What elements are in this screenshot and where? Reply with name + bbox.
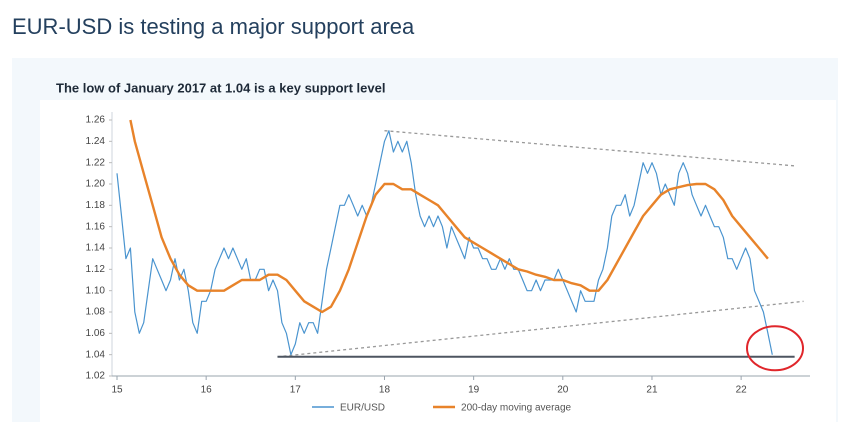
legend-label: 200-day moving average: [461, 403, 572, 414]
x-tick-label: 21: [646, 385, 658, 396]
y-tick-label: 1.24: [86, 136, 106, 147]
y-tick-label: 1.02: [86, 371, 106, 382]
y-tick-label: 1.18: [86, 200, 106, 211]
x-tick-label: 16: [201, 385, 213, 396]
series-line: [116, 130, 773, 356]
x-tick-label: 18: [379, 385, 391, 396]
y-tick-label: 1.10: [86, 285, 106, 296]
y-tick-label: 1.12: [86, 264, 106, 275]
legend-label: EUR/USD: [340, 403, 385, 414]
reference-line: [277, 300, 804, 358]
plot-panel: [40, 100, 836, 422]
y-tick-label: 1.20: [86, 179, 106, 190]
y-tick-label: 1.06: [86, 328, 106, 339]
x-tick-label: 22: [736, 385, 748, 396]
y-tick-label: 1.22: [86, 157, 106, 168]
x-tick-label: 19: [468, 385, 480, 396]
x-tick-label: 20: [557, 385, 569, 396]
y-tick-label: 1.16: [86, 221, 106, 232]
series-line: [129, 119, 769, 314]
reference-line: [384, 130, 795, 167]
y-tick-label: 1.26: [86, 115, 106, 126]
x-tick-label: 17: [290, 385, 302, 396]
x-tick-label: 15: [111, 385, 123, 396]
highlight-circle: [746, 325, 805, 372]
y-tick-label: 1.04: [86, 349, 106, 360]
y-tick-label: 1.08: [86, 307, 106, 318]
y-tick-label: 1.14: [86, 243, 106, 254]
chart-title: The low of January 2017 at 1.04 is a key…: [56, 80, 385, 95]
page-title: EUR-USD is testing a major support area: [12, 14, 415, 39]
